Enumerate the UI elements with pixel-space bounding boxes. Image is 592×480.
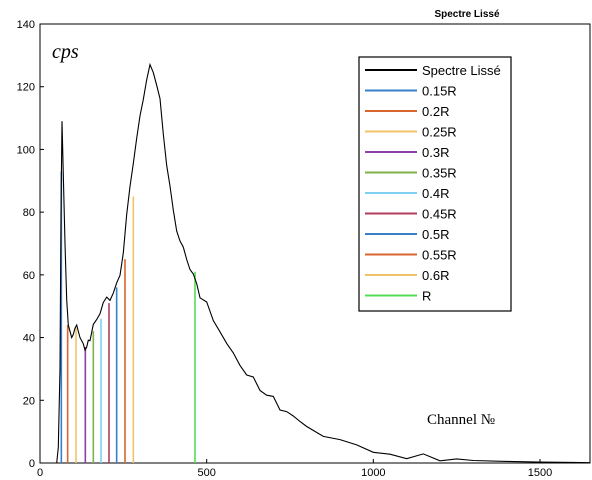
y-axis-label: cps xyxy=(52,41,79,63)
legend-label: 0.2R xyxy=(422,104,449,119)
chart-title: Spectre Lissé xyxy=(434,9,499,20)
legend-label: 0.3R xyxy=(422,145,449,160)
y-tick-label: 0 xyxy=(29,458,35,470)
y-tick-label: 80 xyxy=(23,207,35,219)
legend-label: 0.4R xyxy=(422,186,449,201)
legend-label: 0.15R xyxy=(422,84,457,99)
legend-label: 0.5R xyxy=(422,227,449,242)
legend-label: Spectre Lissé xyxy=(422,63,501,78)
marker-lines xyxy=(61,171,195,463)
y-tick-label: 60 xyxy=(23,270,35,282)
x-tick-label: 1000 xyxy=(361,467,385,479)
y-tick-label: 100 xyxy=(17,144,35,156)
legend-label: R xyxy=(422,289,431,304)
legend-label: 0.6R xyxy=(422,268,449,283)
x-axis-label: Channel № xyxy=(427,412,495,428)
y-tick-label: 40 xyxy=(23,333,35,345)
y-tick-label: 20 xyxy=(23,395,35,407)
legend-label: 0.35R xyxy=(422,166,457,181)
x-tick-label: 500 xyxy=(197,467,215,479)
x-axis: 0 500 1000 1500 xyxy=(37,459,552,479)
y-tick-label: 120 xyxy=(17,82,35,94)
legend-label: 0.55R xyxy=(422,248,457,263)
x-tick-label: 1500 xyxy=(528,467,552,479)
legend: Spectre Lissé 0.15R 0.2R 0.25R 0.3R 0.35R 0.4R… xyxy=(359,57,511,311)
legend-label: 0.25R xyxy=(422,125,457,140)
y-tick-label: 140 xyxy=(17,19,35,31)
legend-label: 0.45R xyxy=(422,207,457,222)
x-tick-label: 0 xyxy=(37,467,43,479)
